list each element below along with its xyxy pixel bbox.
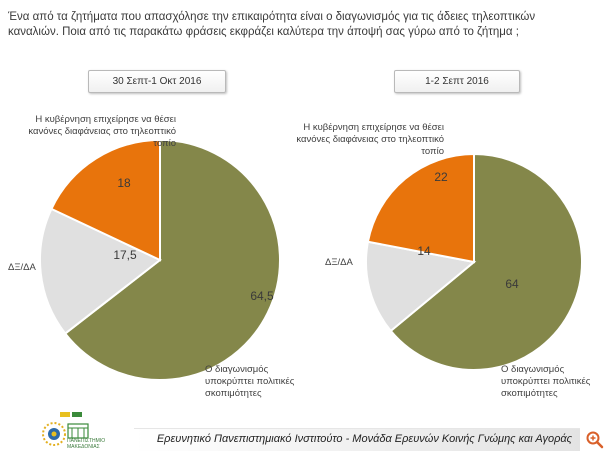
right-slice-dk <box>365 240 477 333</box>
chart-title-right: 1-2 Σεπτ 2016 <box>394 70 520 93</box>
right-value-label-contest: 64 <box>505 277 519 291</box>
right-slice-government <box>366 152 475 264</box>
right-value-label-government: 22 <box>434 170 448 184</box>
pie-chart-right: 64 14 22 <box>365 152 583 371</box>
right-label-dk: ΔΞ/ΔΑ <box>325 257 353 268</box>
left-label-contest: Ο διαγωνισμός υποκρύπτει πολιτικές σκοπι… <box>205 364 295 399</box>
left-label-government: Η κυβέρνηση επιχείρησε να θέσει κανόνες … <box>28 114 176 149</box>
logo-text: ΠΑΝΕΠΙΣΤΗΜΙΟ ΜΑΚΕΔΟΝΙΑΣ <box>67 438 106 450</box>
zoom-icon[interactable] <box>585 430 605 450</box>
chart-title-left: 30 Σεπτ-1 Οκτ 2016 <box>88 70 226 93</box>
left-value-label-contest: 64,5 <box>250 289 274 303</box>
right-label-contest: Ο διαγωνισμός υποκρύπτει πολιτικές σκοπι… <box>501 364 591 399</box>
left-value-label-government: 18 <box>117 176 131 190</box>
right-slice-contest <box>389 152 583 371</box>
left-slice-dk <box>39 207 162 335</box>
left-value-label-dk: 17,5 <box>113 248 137 262</box>
university-logo-icon <box>42 412 89 446</box>
left-label-dk: ΔΞ/ΔΑ <box>8 262 36 273</box>
footer-text: Ερευνητικό Πανεπιστημιακό Ινστιτούτο - Μ… <box>156 433 572 445</box>
footer-bar: Ερευνητικό Πανεπιστημιακό Ινστιτούτο - Μ… <box>134 428 580 451</box>
left-slice-contest <box>63 138 281 381</box>
right-value-label-dk: 14 <box>417 244 431 258</box>
left-slice-government <box>50 138 161 262</box>
right-label-government: Η κυβέρνηση επιχείρησε να θέσει κανόνες … <box>296 122 444 157</box>
question-text: Ένα από τα ζητήματα που απασχόλησε την ε… <box>8 11 536 38</box>
pie-chart-left: 64,5 17,5 18 <box>39 138 281 381</box>
